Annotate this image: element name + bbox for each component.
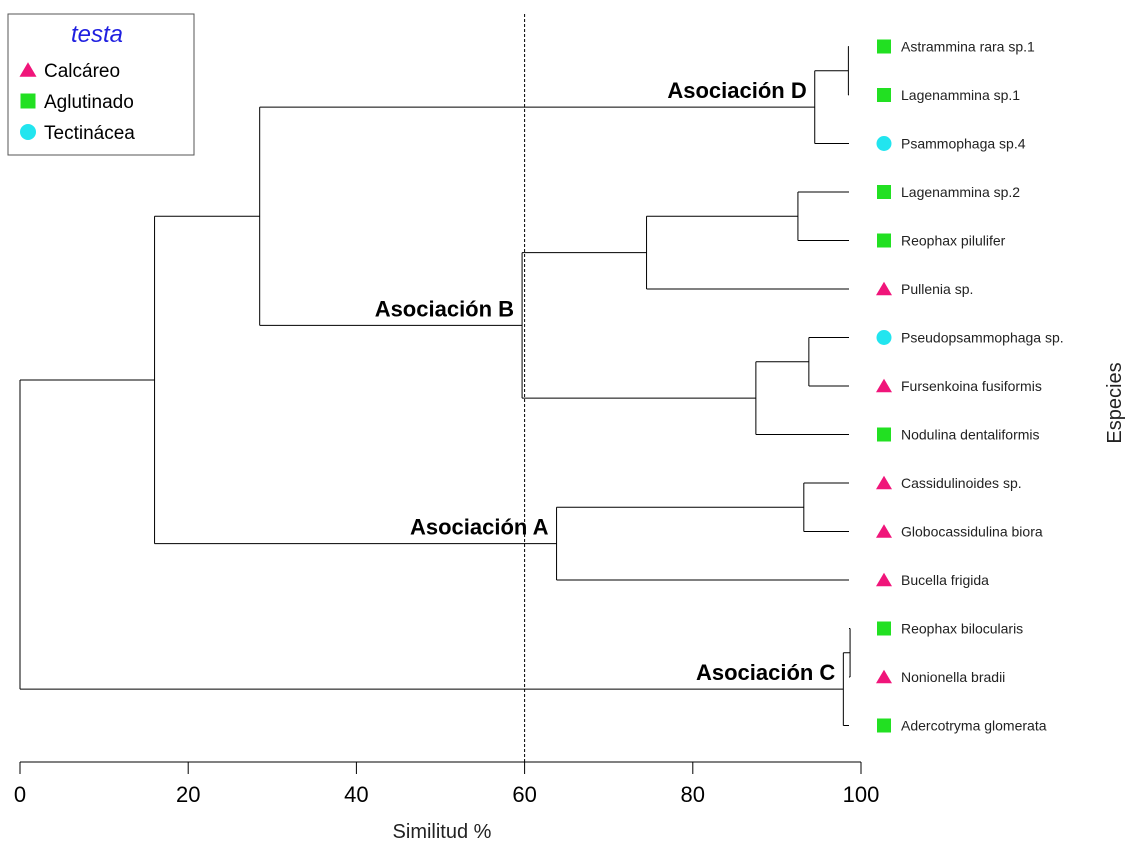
species-label: Bucella frigida <box>901 572 989 588</box>
species-label: Pseudopsammophaga sp. <box>901 330 1064 346</box>
leaf-marker <box>876 136 892 151</box>
species-label: Fursenkoina fusiformis <box>901 378 1042 394</box>
legend-entry-label: Tectinácea <box>44 123 135 144</box>
leaf-marker <box>877 427 891 442</box>
species-label: Lagenammina sp.2 <box>901 184 1020 200</box>
leaf-marker <box>876 669 892 684</box>
species-label: Nonionella bradii <box>901 669 1005 685</box>
legend: testa Calcáreo Aglutinado Tectinácea <box>7 13 195 156</box>
legend-entry-label: Calcáreo <box>44 61 120 82</box>
leaf-marker <box>876 572 892 587</box>
y-axis-title: Especies <box>1104 362 1126 443</box>
species-label: Adercotryma glomerata <box>901 718 1047 734</box>
leaf-marker <box>877 718 891 733</box>
species-leaves: Astrammina rara sp.1 Lagenammina sp.1 Psam… <box>876 39 1064 734</box>
species-label: Reophax bilocularis <box>901 621 1023 637</box>
species-label: Astrammina rara sp.1 <box>901 39 1035 55</box>
leaf-marker <box>876 524 892 538</box>
legend-box <box>7 13 195 156</box>
species-label: Lagenammina sp.1 <box>901 87 1020 103</box>
x-tick-label: 80 <box>681 782 705 807</box>
species-label: Pullenia sp. <box>901 281 973 297</box>
legend-entry-label: Aglutinado <box>44 92 134 113</box>
dendrogram-branches <box>19 46 851 726</box>
x-tick-label: 60 <box>512 782 536 807</box>
legend-marker <box>20 124 36 140</box>
legend-entries: Calcáreo Aglutinado Tectinácea <box>19 61 135 144</box>
x-tick-label: 40 <box>344 782 368 807</box>
leaf-marker <box>876 475 892 490</box>
x-tick-label: 100 <box>843 782 880 807</box>
association-label: Asociación C <box>696 660 835 685</box>
species-label: Nodulina dentaliformis <box>901 427 1040 443</box>
species-label: Globocassidulina biora <box>901 524 1043 540</box>
species-label: Cassidulinoides sp. <box>901 475 1022 491</box>
leaf-marker <box>877 39 891 54</box>
leaf-marker <box>876 330 892 345</box>
leaf-marker <box>876 378 892 393</box>
leaf-marker <box>876 281 892 296</box>
leaf-marker <box>877 233 891 248</box>
leaf-marker <box>877 185 891 199</box>
legend-marker <box>20 93 36 109</box>
legend-title: testa <box>71 21 123 48</box>
leaf-marker <box>877 621 891 636</box>
association-label: Asociación A <box>410 515 549 540</box>
leaf-marker <box>877 88 891 102</box>
association-labels: Asociación D Asociación B Asociación A Asoc… <box>375 78 836 685</box>
x-axis-title: Similitud % <box>393 821 492 841</box>
association-label: Asociación B <box>375 296 514 321</box>
x-tick-label: 20 <box>176 782 200 807</box>
species-label: Reophax pilulifer <box>901 233 1006 249</box>
x-axis: 0 20 40 60 80 100 <box>14 761 880 807</box>
x-tick-label: 0 <box>14 782 26 807</box>
association-label: Asociación D <box>667 78 806 103</box>
legend-marker <box>19 62 37 77</box>
species-label: Psammophaga sp.4 <box>901 136 1026 152</box>
